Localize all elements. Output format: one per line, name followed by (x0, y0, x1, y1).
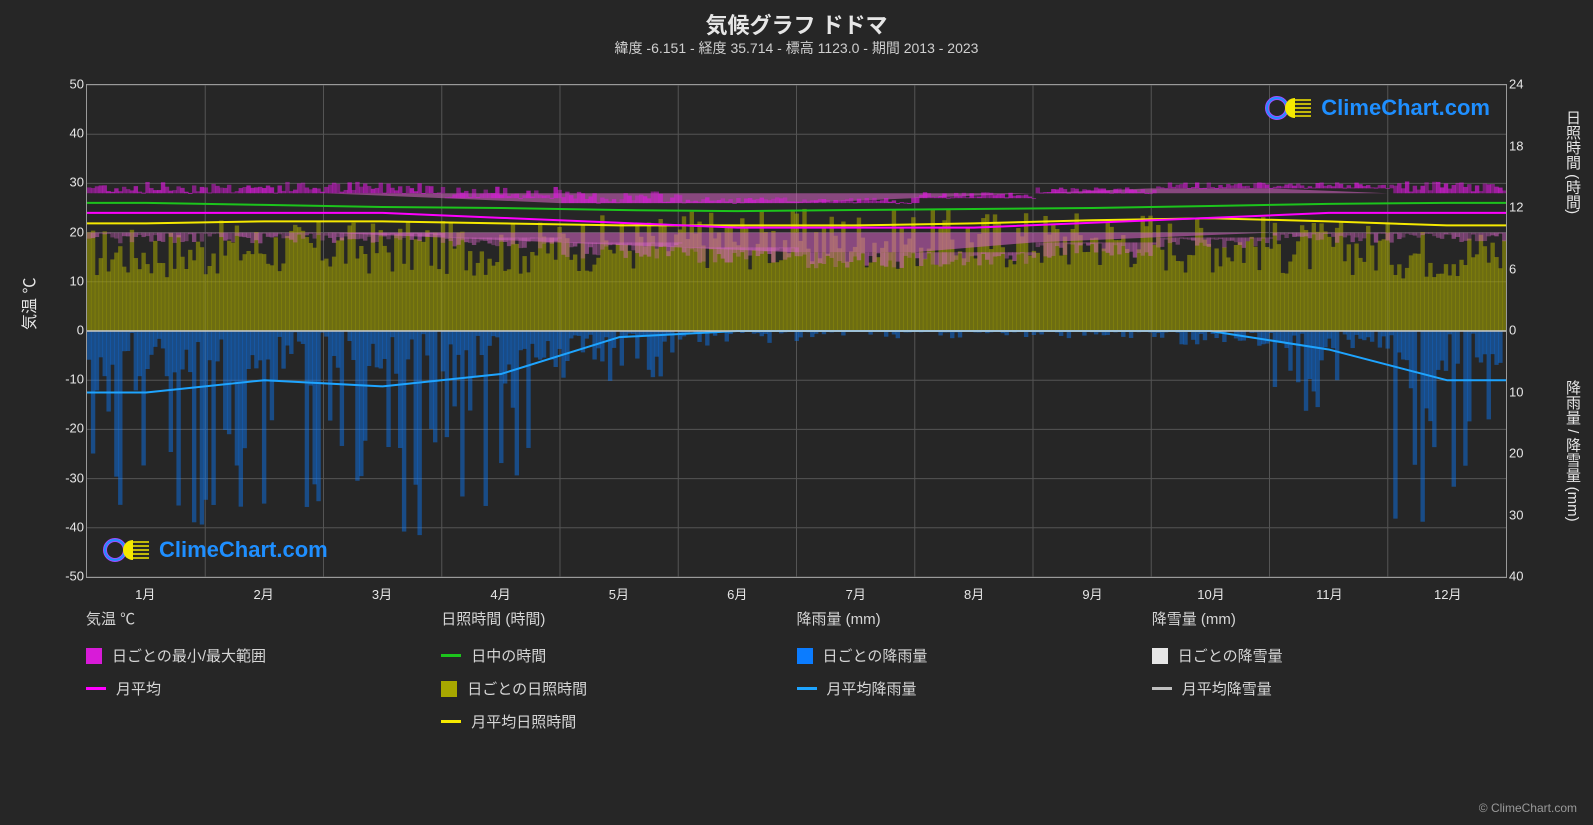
legend-swatch (1152, 687, 1172, 690)
legend-col-rain: 降雨量 (mm) 日ごとの降雨量月平均降雨量 (797, 608, 1152, 732)
watermark-label: ClimeChart.com (1321, 95, 1490, 121)
legend-heading: 気温 ℃ (86, 608, 441, 629)
legend-items-temp: 日ごとの最小/最大範囲月平均 (86, 645, 441, 699)
climate-chart: 気候グラフ ドドマ 緯度 -6.151 - 経度 35.714 - 標高 112… (0, 0, 1593, 825)
legend-swatch (1152, 648, 1168, 664)
ytick-right: 12 (1509, 200, 1539, 215)
ytick-left: 0 (50, 323, 84, 338)
ytick-right: 18 (1509, 138, 1539, 153)
legend-swatch (441, 654, 461, 657)
legend-col-snow: 降雪量 (mm) 日ごとの降雪量月平均降雪量 (1152, 608, 1507, 732)
ytick-left: -40 (50, 519, 84, 534)
ytick-left: -10 (50, 372, 84, 387)
xtick-month: 5月 (609, 584, 629, 603)
chart-subtitle: 緯度 -6.151 - 経度 35.714 - 標高 1123.0 - 期間 2… (0, 38, 1593, 58)
ytick-left: 50 (50, 77, 84, 92)
ytick-left: 10 (50, 273, 84, 288)
legend-label: 日ごとの日照時間 (467, 678, 587, 699)
legend-label: 月平均降雨量 (827, 678, 917, 699)
legend-label: 月平均降雪量 (1182, 678, 1272, 699)
legend-item: 日ごとの日照時間 (441, 678, 796, 699)
legend-heading: 日照時間 (時間) (441, 608, 796, 629)
ytick-right: 24 (1509, 77, 1539, 92)
legend-swatch (86, 687, 106, 690)
legend-col-sun: 日照時間 (時間) 日中の時間日ごとの日照時間月平均日照時間 (441, 608, 796, 732)
y-axis-right-top-label: 日照時間 (時間) (1562, 110, 1583, 214)
legend-items-sun: 日中の時間日ごとの日照時間月平均日照時間 (441, 645, 796, 732)
legend-label: 日ごとの降雨量 (823, 645, 928, 666)
xtick-month: 9月 (1082, 584, 1102, 603)
legend-label: 日ごとの最小/最大範囲 (112, 645, 266, 666)
legend-item: 月平均降雪量 (1152, 678, 1507, 699)
ytick-right: 20 (1509, 446, 1539, 461)
legend-item: 月平均降雨量 (797, 678, 1152, 699)
legend: 気温 ℃ 日ごとの最小/最大範囲月平均 日照時間 (時間) 日中の時間日ごとの日… (86, 608, 1507, 732)
ytick-left: 20 (50, 224, 84, 239)
ytick-right: 0 (1509, 323, 1539, 338)
legend-label: 月平均日照時間 (471, 711, 576, 732)
ytick-left: 30 (50, 175, 84, 190)
xtick-month: 7月 (846, 584, 866, 603)
image-credit: © ClimeChart.com (1479, 801, 1577, 815)
xtick-month: 12月 (1434, 584, 1461, 603)
ytick-left: -50 (50, 569, 84, 584)
watermark-bottom-left: ClimeChart.com (103, 537, 328, 563)
plot-svg (87, 85, 1506, 577)
legend-item: 日ごとの降雨量 (797, 645, 1152, 666)
ytick-right: 40 (1509, 569, 1539, 584)
y-axis-left-label: 気温 ℃ (16, 278, 40, 330)
legend-swatch (441, 681, 457, 697)
legend-label: 日ごとの降雪量 (1178, 645, 1283, 666)
legend-swatch (441, 720, 461, 723)
xtick-month: 8月 (964, 584, 984, 603)
legend-item: 月平均 (86, 678, 441, 699)
legend-heading: 降雪量 (mm) (1152, 608, 1507, 629)
xtick-month: 11月 (1316, 584, 1343, 603)
xtick-month: 3月 (372, 584, 392, 603)
ytick-right: 30 (1509, 507, 1539, 522)
xtick-month: 6月 (727, 584, 747, 603)
legend-swatch (797, 648, 813, 664)
watermark-top-right: ClimeChart.com (1265, 95, 1490, 121)
legend-items-rain: 日ごとの降雨量月平均降雨量 (797, 645, 1152, 699)
watermark-label: ClimeChart.com (159, 537, 328, 563)
plot-area: ClimeChart.com ClimeChart.com (86, 84, 1507, 578)
ytick-right: 6 (1509, 261, 1539, 276)
legend-heading: 降雨量 (mm) (797, 608, 1152, 629)
ytick-left: -20 (50, 421, 84, 436)
legend-items-snow: 日ごとの降雪量月平均降雪量 (1152, 645, 1507, 699)
legend-col-temp: 気温 ℃ 日ごとの最小/最大範囲月平均 (86, 608, 441, 732)
legend-item: 月平均日照時間 (441, 711, 796, 732)
y-axis-right-bottom-label: 降雨量 / 降雪量 (mm) (1562, 380, 1583, 522)
legend-swatch (797, 687, 817, 690)
xtick-month: 2月 (254, 584, 274, 603)
chart-title: 気候グラフ ドドマ (0, 8, 1593, 40)
xtick-month: 1月 (135, 584, 155, 603)
xtick-month: 4月 (490, 584, 510, 603)
legend-swatch (86, 648, 102, 664)
ytick-left: -30 (50, 470, 84, 485)
legend-label: 日中の時間 (471, 645, 546, 666)
xtick-month: 10月 (1197, 584, 1224, 603)
legend-item: 日ごとの降雪量 (1152, 645, 1507, 666)
legend-item: 日中の時間 (441, 645, 796, 666)
ytick-left: 40 (50, 126, 84, 141)
legend-label: 月平均 (116, 678, 161, 699)
legend-item: 日ごとの最小/最大範囲 (86, 645, 441, 666)
ytick-right: 10 (1509, 384, 1539, 399)
